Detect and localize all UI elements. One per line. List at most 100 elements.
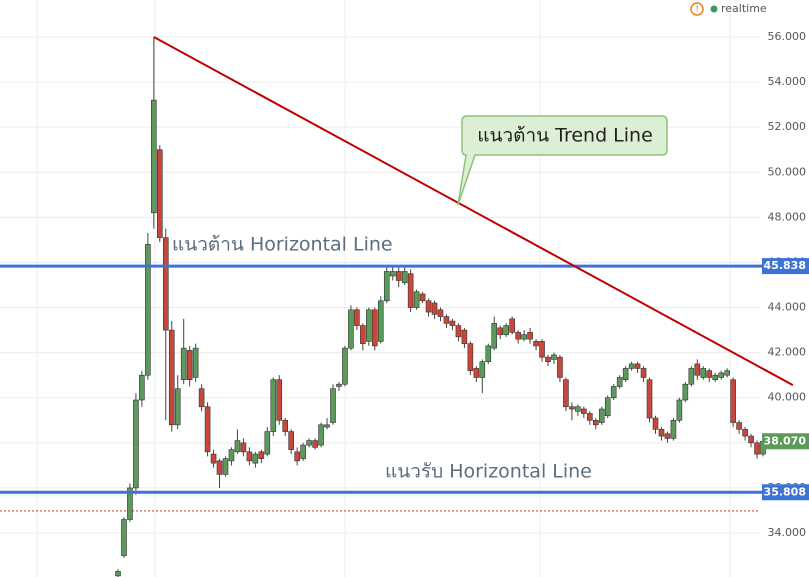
candle-body (276, 379, 283, 421)
candle-body (449, 320, 456, 326)
candle-body (455, 325, 462, 338)
candle-body (628, 363, 635, 369)
candle-body (413, 291, 420, 308)
candle-body (264, 431, 271, 455)
candle-body (604, 397, 611, 417)
candle-body (652, 417, 659, 430)
candle-body (246, 451, 253, 462)
annotation: แนวต้าน Horizontal Line (172, 234, 393, 256)
candle-body (616, 377, 623, 387)
price-tag-label: 35.808 (764, 485, 806, 498)
candle-body (228, 449, 235, 462)
candle-body (157, 149, 163, 238)
candle-body (563, 379, 569, 408)
status-dot (710, 5, 718, 13)
candle-body (694, 363, 701, 376)
annotation: แนวรับ Horizontal Line (385, 461, 592, 483)
candle-body (407, 273, 414, 308)
candle-body (718, 372, 724, 378)
candle-body (437, 309, 444, 317)
candle-body (748, 435, 754, 444)
candle-body (330, 388, 336, 423)
candle-body (216, 460, 223, 475)
candle-body (706, 370, 713, 378)
candle-body (234, 440, 241, 453)
plot (0, 36, 794, 577)
candle-body (521, 334, 527, 340)
candle-body (318, 424, 324, 446)
candle-body (294, 451, 300, 462)
candle-body (730, 379, 736, 423)
candle-body (742, 429, 748, 437)
candle-body (658, 429, 665, 437)
candle-body (222, 458, 229, 475)
status-label: realtime (721, 2, 767, 15)
candle-body (186, 350, 193, 381)
candle-body (598, 408, 605, 423)
y-tick-label: 50.000 (768, 165, 807, 178)
candle-body (497, 327, 504, 335)
candle-body (151, 99, 157, 214)
candle-body (443, 316, 450, 324)
y-tick-label: 56.000 (768, 30, 807, 43)
candle-body (700, 368, 707, 378)
candle-body (162, 237, 169, 331)
candle-body (670, 419, 677, 439)
candle-body (348, 309, 354, 349)
candle-body (133, 399, 139, 489)
candle-body (736, 422, 742, 430)
candle-body (509, 318, 515, 333)
candle-body (168, 329, 175, 426)
candle-body (485, 345, 492, 362)
candle-body (252, 453, 259, 464)
candle-body (366, 309, 372, 342)
candle-body (401, 271, 408, 284)
candle-body (336, 383, 342, 387)
y-tick-label: 34.000 (768, 526, 807, 539)
candle-body (174, 388, 181, 426)
candle-body (581, 408, 587, 414)
candle-body (640, 368, 647, 378)
candle-body (139, 374, 145, 401)
candle-body (270, 379, 277, 432)
candle-body (533, 341, 539, 347)
candle-body (503, 325, 509, 335)
candle-body (372, 309, 378, 347)
candle-body (282, 419, 289, 432)
alert-icon[interactable] (690, 2, 704, 16)
candle-body (575, 406, 581, 412)
candle-body (646, 379, 653, 419)
candle-body (539, 341, 545, 358)
candle-body (342, 347, 348, 385)
candle-body (557, 356, 563, 378)
candle-body (306, 440, 312, 446)
callout-box (457, 115, 668, 206)
candle-body (682, 383, 689, 401)
candle-body (569, 406, 575, 410)
candle-body (180, 347, 187, 381)
price-tag-label: 45.838 (764, 259, 806, 272)
candle-body (712, 374, 719, 381)
candle-body (479, 361, 486, 378)
candle-body (587, 413, 593, 421)
candle-body (312, 440, 318, 448)
candle-body (664, 433, 671, 439)
last-price-label: 38.070 (764, 434, 807, 447)
candle-body (545, 356, 551, 362)
candle-body (676, 399, 683, 421)
callout-text: แนวต้าน Trend Line (477, 125, 653, 147)
price-tag (762, 258, 809, 275)
candle-body (204, 406, 211, 453)
candle-body (210, 453, 217, 464)
alert-text[interactable]: ! (695, 5, 699, 15)
trend-line (153, 36, 794, 386)
candle-body (288, 431, 294, 450)
candle-body (198, 388, 205, 408)
grid (36, 0, 731, 577)
y-tick-label: 52.000 (768, 120, 807, 133)
candle-body (419, 293, 426, 302)
candle-body (473, 368, 480, 378)
candle-body (145, 244, 151, 376)
candle-body (592, 419, 599, 426)
